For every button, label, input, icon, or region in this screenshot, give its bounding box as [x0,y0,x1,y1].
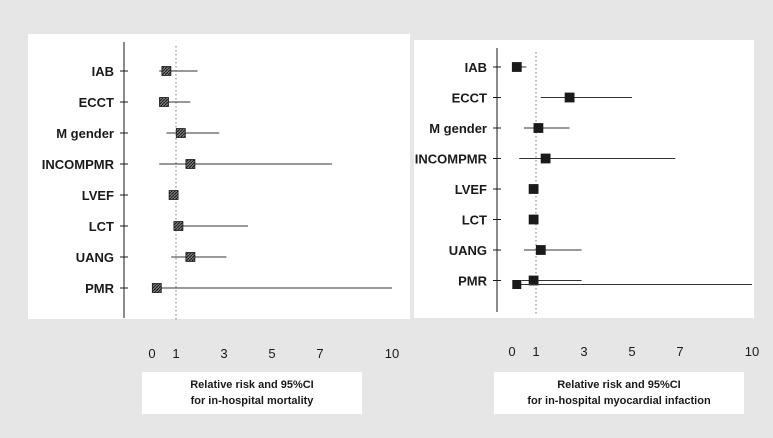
right-label-lct: LCT [462,213,487,228]
right-label-pmr: PMR [458,274,488,289]
right-panel [414,40,754,318]
right-label-lvef: LVEF [455,182,487,197]
left-label-uang: UANG [76,250,114,265]
left-caption-line-1: Relative risk and 95%CI [190,379,314,391]
right-label-uang: UANG [449,243,487,258]
left-estimate-incompmr [185,159,196,169]
right-label-iab: IAB [465,60,487,75]
left-x-tick-label-7: 7 [316,346,323,361]
right-caption-box [494,372,744,414]
right-x-tick-label-7: 7 [676,344,683,359]
left-label-pmr: PMR [85,281,115,296]
left-forest-plot: IAB ECCT M gender INCOMPMR LVEF LCT UANG PMR 0 1 3… [42,42,399,361]
right-x-tick-label-5: 5 [628,344,635,359]
left-estimate-m-gender [175,128,186,138]
left-caption-box [142,372,362,414]
right-x-tick-label-3: 3 [580,344,587,359]
left-x-tick-label-3: 3 [220,346,227,361]
right-extra-estimate-pmr [512,280,522,289]
right-caption-line-2: for in-hospital myocardial infaction [527,395,711,407]
left-estimate-lct [173,221,184,231]
left-x-tick-label-1: 1 [172,346,179,361]
left-x-tick-label-10: 10 [385,346,399,361]
left-x-tick-label-0: 0 [148,346,155,361]
left-estimate-lvef [168,190,179,200]
left-label-incompmr: INCOMPMR [42,157,115,172]
right-estimate-m-gender [533,123,544,133]
left-label-iab: IAB [92,64,114,79]
left-label-ecct: ECCT [79,95,114,110]
right-estimate-iab [511,62,522,72]
right-estimate-ecct [564,92,575,103]
left-label-m-gender: M gender [56,126,114,141]
left-estimate-uang [185,252,196,262]
left-x-tick-label-5: 5 [268,346,275,361]
right-estimate-lct [528,214,539,225]
right-caption-line-1: Relative risk and 95%CI [557,379,681,391]
right-forest-plot: IAB ECCT M gender INCOMPMR LVEF LCT UANG PMR 0 1 3… [415,48,759,359]
right-x-tick-label-0: 0 [508,344,515,359]
left-estimate-pmr [151,283,162,293]
right-x-tick-label-1: 1 [532,344,539,359]
right-label-m-gender: M gender [429,121,487,136]
left-estimate-ecct [159,97,169,107]
left-label-lvef: LVEF [82,188,114,203]
left-label-lct: LCT [89,219,114,234]
right-estimate-incompmr [540,153,551,164]
right-x-tick-label-10: 10 [745,344,759,359]
left-panel [28,34,410,319]
right-estimate-uang [535,245,546,255]
right-estimate-lvef [528,184,539,194]
right-label-ecct: ECCT [452,91,487,106]
left-estimate-iab [161,66,172,76]
right-estimate-pmr [528,275,539,286]
right-label-incompmr: INCOMPMR [415,152,488,167]
left-caption-line-2: for in-hospital mortality [191,395,315,407]
